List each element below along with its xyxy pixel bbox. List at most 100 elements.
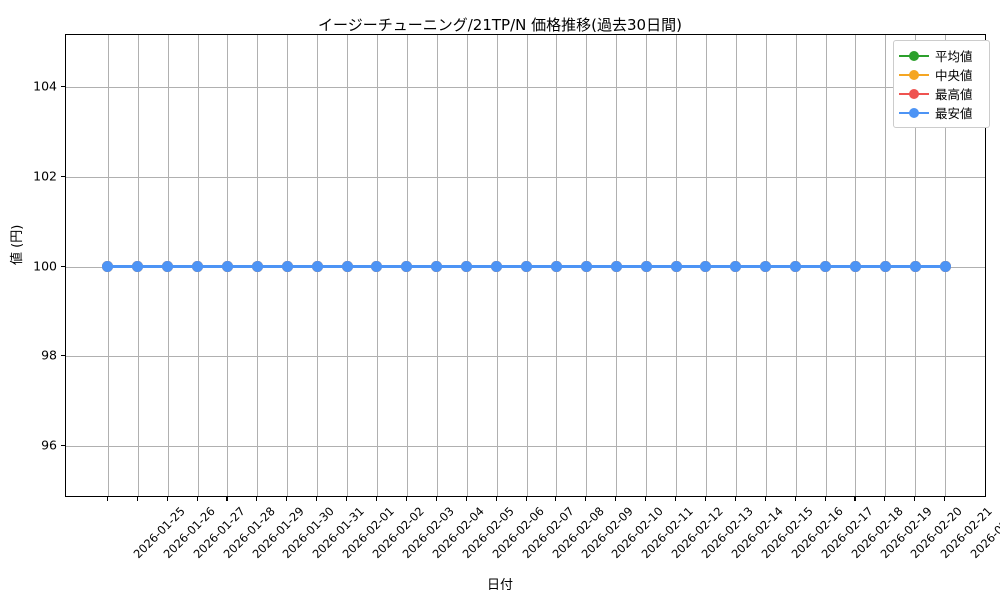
data-point-marker bbox=[192, 261, 204, 272]
data-point-marker bbox=[281, 261, 293, 272]
x-axis-tick-mark bbox=[794, 497, 796, 501]
series-line-segment bbox=[197, 265, 228, 268]
y-axis-title: 値 (円) bbox=[10, 224, 25, 265]
legend-swatch-icon bbox=[899, 87, 929, 101]
data-point-marker bbox=[849, 261, 861, 272]
data-point-marker bbox=[102, 261, 114, 272]
series-line-segment bbox=[257, 265, 288, 268]
x-axis-tick-mark bbox=[405, 497, 407, 501]
data-point-marker bbox=[700, 261, 712, 272]
series-line-segment bbox=[287, 265, 318, 268]
series-line-segment bbox=[107, 265, 138, 268]
legend-item-3[interactable]: 最高値 bbox=[899, 84, 983, 103]
legend-label: 最安値 bbox=[935, 106, 973, 121]
legend-marker-circle-icon bbox=[909, 88, 919, 99]
series-line-segment bbox=[855, 265, 886, 268]
gridline-horizontal bbox=[66, 446, 985, 448]
y-axis-tick-mark bbox=[61, 85, 65, 87]
x-axis-tick-mark bbox=[286, 497, 288, 501]
chart-title: イージーチューニング/21TP/N 価格推移(過去30日間) bbox=[318, 16, 682, 34]
y-axis-tick-mark bbox=[61, 445, 65, 447]
legend-swatch-icon bbox=[899, 49, 929, 63]
x-axis-tick-mark bbox=[824, 497, 826, 501]
legend-marker-circle-icon bbox=[909, 69, 919, 80]
y-axis-tick-label: 104 bbox=[33, 78, 57, 94]
chart-legend: 平均値 中央値最高値最安値 bbox=[893, 40, 990, 128]
data-point-marker bbox=[521, 261, 532, 272]
y-axis-tick-label: 96 bbox=[41, 437, 57, 453]
x-axis-tick-mark bbox=[944, 497, 946, 501]
series-4 bbox=[66, 35, 985, 496]
data-point-marker bbox=[790, 261, 802, 272]
x-axis-tick-mark bbox=[675, 497, 677, 501]
legend-item-1[interactable]: 平均値 bbox=[899, 46, 983, 65]
x-axis-tick-mark bbox=[854, 497, 856, 501]
y-axis-tick-mark bbox=[61, 265, 65, 267]
series-line-segment bbox=[137, 265, 168, 268]
series-line-segment bbox=[765, 265, 796, 268]
x-axis-tick-mark bbox=[495, 497, 497, 501]
x-axis-title: 日付 bbox=[486, 578, 513, 593]
data-point-marker bbox=[251, 261, 263, 272]
x-axis-tick-mark bbox=[645, 497, 647, 501]
series-line-segment bbox=[526, 265, 557, 268]
series-line-segment bbox=[915, 265, 946, 268]
legend-swatch-icon bbox=[899, 68, 929, 82]
series-line-segment bbox=[705, 265, 736, 268]
y-axis-tick-label: 100 bbox=[33, 258, 57, 273]
x-axis-tick-mark bbox=[256, 497, 258, 501]
legend-label: 平均値 bbox=[935, 49, 973, 64]
series-line-segment bbox=[825, 265, 856, 268]
x-axis-tick-mark bbox=[704, 497, 706, 501]
x-axis-tick-mark bbox=[226, 497, 228, 501]
data-point-marker bbox=[341, 261, 353, 272]
data-point-marker bbox=[461, 261, 473, 272]
legend-item-2[interactable]: 中央値 bbox=[899, 65, 983, 84]
legend-item-4[interactable]: 最安値 bbox=[899, 103, 983, 122]
x-axis-tick-mark bbox=[435, 497, 437, 501]
series-line-segment bbox=[496, 265, 527, 268]
gridline-horizontal bbox=[66, 176, 985, 178]
x-axis-tick-mark bbox=[346, 497, 348, 501]
series-line-segment bbox=[885, 265, 916, 268]
data-point-marker bbox=[820, 261, 832, 272]
data-point-marker bbox=[879, 261, 891, 272]
plot-area bbox=[65, 34, 986, 497]
x-axis-tick-mark bbox=[764, 497, 766, 501]
series-line-segment bbox=[436, 265, 467, 268]
data-point-marker bbox=[730, 261, 742, 272]
data-point-marker bbox=[132, 261, 144, 272]
data-point-marker bbox=[580, 261, 592, 272]
data-point-marker bbox=[401, 261, 413, 272]
x-axis-tick-mark bbox=[465, 497, 467, 501]
series-line-segment bbox=[406, 265, 437, 268]
series-line-segment bbox=[376, 265, 407, 268]
data-point-marker bbox=[550, 261, 562, 272]
legend-swatch-icon bbox=[899, 106, 929, 120]
y-axis-tick-mark bbox=[61, 175, 65, 177]
x-axis-tick-mark bbox=[196, 497, 198, 501]
x-axis-tick-mark bbox=[615, 497, 617, 501]
data-point-marker bbox=[221, 261, 233, 272]
legend-label: 最高値 bbox=[935, 87, 973, 102]
x-axis-tick-mark bbox=[914, 497, 916, 501]
series-line-segment bbox=[466, 265, 497, 268]
x-axis-tick-mark bbox=[525, 497, 527, 501]
x-axis-tick-mark bbox=[555, 497, 557, 501]
series-line-segment bbox=[795, 265, 826, 268]
x-axis-tick-mark bbox=[734, 497, 736, 501]
data-point-marker bbox=[491, 261, 503, 272]
x-axis-tick-mark bbox=[166, 497, 168, 501]
y-axis-tick-label: 98 bbox=[41, 347, 57, 363]
series-line-segment bbox=[347, 265, 377, 268]
data-point-marker bbox=[670, 261, 682, 272]
x-axis-tick-mark bbox=[106, 497, 108, 501]
series-line-segment bbox=[227, 265, 258, 268]
x-axis-tick-mark bbox=[136, 497, 138, 501]
series-line-segment bbox=[586, 265, 617, 268]
gridline-horizontal bbox=[66, 356, 985, 358]
series-line-segment bbox=[676, 265, 706, 268]
y-axis-tick-mark bbox=[61, 355, 65, 357]
gridline-horizontal bbox=[66, 86, 985, 88]
